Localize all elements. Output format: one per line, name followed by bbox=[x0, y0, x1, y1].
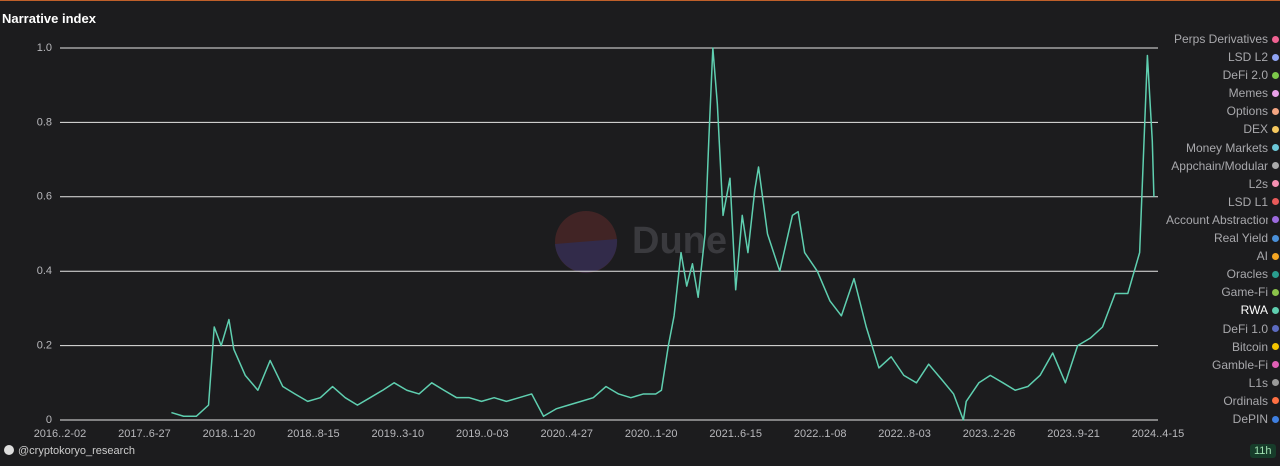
legend-swatch bbox=[1272, 53, 1279, 61]
legend-item[interactable]: Appchain/Modular bbox=[1171, 158, 1268, 173]
x-tick-label: 2020..1-20 bbox=[625, 428, 678, 440]
x-tick-label: 2024..4-15 bbox=[1132, 428, 1185, 440]
watermark-logo-half bbox=[555, 239, 618, 273]
y-tick-label: 0.8 bbox=[37, 116, 52, 128]
legend-swatch bbox=[1272, 361, 1279, 369]
legend-swatch bbox=[1272, 216, 1279, 224]
x-tick-label: 2021..6-15 bbox=[709, 428, 762, 440]
legend-item[interactable]: Money Markets bbox=[1185, 140, 1268, 155]
x-tick-label: 2022..1-08 bbox=[794, 428, 847, 440]
legend-swatch bbox=[1272, 125, 1279, 133]
legend-swatch bbox=[1272, 397, 1279, 405]
y-tick-label: 0.2 bbox=[37, 340, 52, 352]
legend-swatch bbox=[1272, 415, 1279, 423]
y-tick-label: 1.0 bbox=[37, 42, 52, 54]
credit: @cryptokoryo_research bbox=[18, 445, 135, 457]
legend-swatch bbox=[1272, 89, 1279, 97]
legend-item[interactable]: Memes bbox=[1228, 86, 1268, 101]
x-tick-label: 2023..2-26 bbox=[963, 428, 1016, 440]
legend-item[interactable]: DeFi 2.0 bbox=[1222, 68, 1268, 83]
series-line bbox=[171, 47, 1155, 421]
legend-item[interactable]: LSD L1 bbox=[1227, 194, 1268, 209]
legend-item[interactable]: DePIN bbox=[1232, 412, 1268, 426]
legend-swatch bbox=[1272, 35, 1279, 43]
legend-swatch bbox=[1272, 234, 1279, 242]
x-tick-label: 2019..3-10 bbox=[372, 428, 425, 440]
legend-swatch bbox=[1272, 198, 1279, 206]
legend-item[interactable]: Gamble-Fi bbox=[1211, 357, 1268, 372]
legend-item[interactable]: Ordinals bbox=[1223, 393, 1268, 408]
legend-item[interactable]: Bitcoin bbox=[1231, 339, 1268, 354]
legend-item[interactable]: L2s bbox=[1248, 176, 1268, 191]
x-tick-label: 2022..8-03 bbox=[878, 428, 931, 440]
watermark: Dune bbox=[632, 220, 727, 262]
legend-item[interactable]: AI bbox=[1256, 249, 1268, 264]
credit-icon bbox=[4, 445, 14, 455]
legend-item[interactable]: DEX bbox=[1243, 122, 1268, 137]
legend-swatch bbox=[1272, 325, 1279, 333]
legend-item[interactable]: Oracles bbox=[1226, 267, 1268, 282]
legend-swatch bbox=[1272, 180, 1279, 188]
legend-swatch bbox=[1272, 343, 1279, 351]
x-tick-label: 2020..4-27 bbox=[540, 428, 593, 440]
legend-swatch bbox=[1272, 252, 1279, 260]
legend-item[interactable]: LSD L2 bbox=[1227, 50, 1268, 65]
x-tick-label: 2017..6-27 bbox=[118, 428, 171, 440]
legend-item[interactable]: DeFi 1.0 bbox=[1222, 321, 1268, 336]
legend-item[interactable]: Real Yield bbox=[1213, 231, 1268, 246]
timestamp: 11h bbox=[1250, 444, 1276, 458]
legend-swatch bbox=[1272, 270, 1279, 278]
legend-swatch bbox=[1272, 379, 1279, 387]
legend-swatch bbox=[1272, 71, 1279, 79]
legend-item[interactable]: Account Abstraction bbox=[1166, 212, 1268, 227]
y-tick-label: 0.4 bbox=[37, 265, 52, 277]
y-tick-label: 0 bbox=[46, 414, 52, 426]
x-tick-label: 2023..9-21 bbox=[1047, 428, 1100, 440]
legend-item[interactable]: Game-Fi bbox=[1221, 285, 1268, 300]
x-tick-label: 2018..8-15 bbox=[287, 428, 340, 440]
legend-swatch bbox=[1272, 107, 1279, 115]
legend-swatch bbox=[1272, 144, 1279, 152]
legend-swatch bbox=[1272, 306, 1279, 314]
y-tick-label: 0.6 bbox=[37, 191, 52, 203]
x-tick-label: 2018..1-20 bbox=[203, 428, 256, 440]
legend-item[interactable]: L1s bbox=[1248, 375, 1268, 390]
legend-item[interactable]: RWA bbox=[1240, 303, 1268, 318]
legend-item[interactable]: Options bbox=[1226, 104, 1268, 119]
legend-swatch bbox=[1272, 288, 1279, 296]
chart-title: Narrative index bbox=[2, 11, 96, 26]
legend-swatch bbox=[1272, 162, 1279, 170]
x-tick-label: 2016..2-02 bbox=[34, 428, 87, 440]
x-tick-label: 2019..0-03 bbox=[456, 428, 509, 440]
legend-item[interactable]: Perps Derivatives bbox=[1173, 32, 1268, 46]
